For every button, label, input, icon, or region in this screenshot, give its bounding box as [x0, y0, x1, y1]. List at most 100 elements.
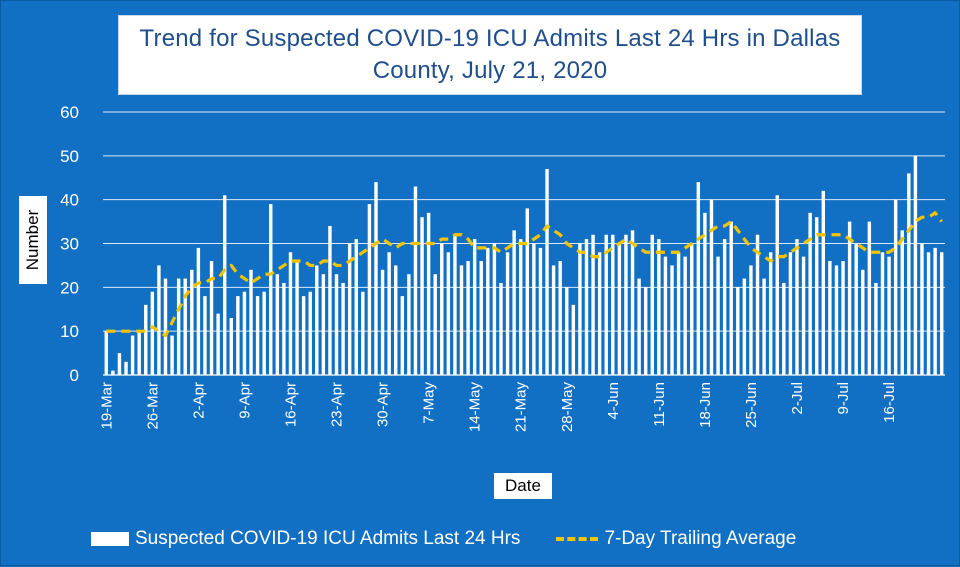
bar — [459, 265, 464, 375]
bar — [880, 252, 885, 375]
bar — [854, 243, 858, 375]
bar — [861, 269, 865, 375]
bar — [440, 243, 444, 375]
bar — [709, 199, 714, 375]
legend: Suspected COVID-19 ICU Admits Last 24 Hr… — [91, 525, 796, 553]
bar — [413, 186, 418, 375]
chart-title-line-1: Trend for Suspected COVID-19 ICU Admits … — [139, 25, 841, 52]
bar — [499, 282, 503, 375]
x-tick-label: 25-Jun — [743, 382, 760, 428]
bar — [525, 208, 529, 375]
bar — [466, 261, 470, 375]
bar — [282, 282, 286, 375]
bar — [749, 265, 753, 375]
bar — [479, 261, 483, 375]
bar — [729, 221, 733, 375]
bar — [808, 212, 812, 375]
x-tick-label: 28-May — [559, 382, 576, 433]
legend-line-label: 7-Day Trailing Average — [604, 528, 797, 549]
bar — [492, 243, 497, 375]
x-tick-label: 4-Jun — [605, 382, 622, 420]
bar — [821, 190, 826, 375]
average-line-series — [106, 211, 943, 338]
bar — [742, 278, 747, 375]
bar — [571, 304, 576, 375]
bar — [788, 252, 793, 375]
bar — [426, 212, 431, 375]
bar — [624, 234, 628, 375]
bar — [361, 291, 365, 375]
bar — [190, 269, 194, 375]
bar — [387, 252, 391, 375]
bar — [795, 239, 799, 375]
bar — [703, 212, 707, 375]
y-axis-label-text: Number — [23, 209, 42, 271]
x-tick-label: 2-Apr — [190, 382, 207, 419]
bar — [782, 282, 786, 375]
bar — [519, 239, 523, 375]
x-tick-label: 7-May — [421, 382, 438, 424]
bar — [374, 182, 378, 375]
bar — [341, 282, 345, 375]
bar — [565, 287, 569, 375]
bar — [203, 296, 207, 375]
bar — [176, 278, 181, 375]
x-tick-label: 16-Jul — [881, 382, 898, 423]
bar — [400, 296, 405, 375]
y-tick-label: 60 — [60, 103, 79, 122]
bar — [111, 370, 115, 375]
bar — [591, 234, 595, 375]
bar — [663, 256, 668, 375]
bar — [696, 182, 701, 375]
bar — [183, 278, 187, 375]
bar — [874, 282, 878, 375]
bar — [486, 247, 490, 375]
bar — [683, 256, 687, 375]
bar — [584, 239, 589, 375]
bar — [558, 261, 562, 375]
bar — [867, 221, 872, 375]
bar — [847, 221, 852, 375]
bar — [269, 204, 273, 375]
legend-bar-swatch — [91, 532, 129, 546]
x-tick-label: 19-Mar — [98, 382, 115, 430]
x-tick-label: 16-Apr — [282, 382, 299, 427]
bar — [196, 247, 201, 375]
bar — [940, 252, 944, 375]
bar — [630, 230, 635, 375]
x-tick-label: 9-Jul — [835, 382, 852, 415]
bar — [407, 274, 411, 375]
bar — [472, 239, 477, 375]
y-tick-label: 30 — [60, 235, 79, 254]
bar — [545, 168, 549, 375]
bar — [907, 173, 911, 375]
bar — [801, 256, 806, 375]
bar — [716, 256, 720, 375]
bar — [913, 155, 918, 375]
x-tick-label: 14-May — [467, 382, 484, 433]
bar — [900, 230, 904, 375]
bar — [505, 252, 510, 375]
bar — [841, 261, 845, 375]
bar — [367, 204, 372, 375]
x-tick-label: 18-Jun — [697, 382, 714, 428]
bar — [433, 274, 437, 375]
bar — [420, 217, 424, 375]
bar — [643, 287, 648, 375]
bar — [604, 234, 608, 375]
bar — [670, 265, 674, 375]
bar — [104, 331, 108, 375]
y-tick-label: 40 — [60, 191, 79, 210]
bar — [137, 331, 141, 375]
y-tick-label: 50 — [60, 147, 79, 166]
x-axis-ticks: 19-Mar 26-Mar 2-Apr 9-Apr 16-Apr 23-Apr 30-Apr… — [98, 382, 898, 433]
y-axis-label: Number — [19, 196, 47, 284]
bar — [157, 265, 161, 375]
y-tick-label: 20 — [60, 278, 79, 297]
average-line — [106, 211, 943, 338]
bar — [551, 265, 556, 375]
bar — [736, 287, 740, 375]
bar — [321, 274, 326, 375]
bar — [150, 291, 155, 375]
